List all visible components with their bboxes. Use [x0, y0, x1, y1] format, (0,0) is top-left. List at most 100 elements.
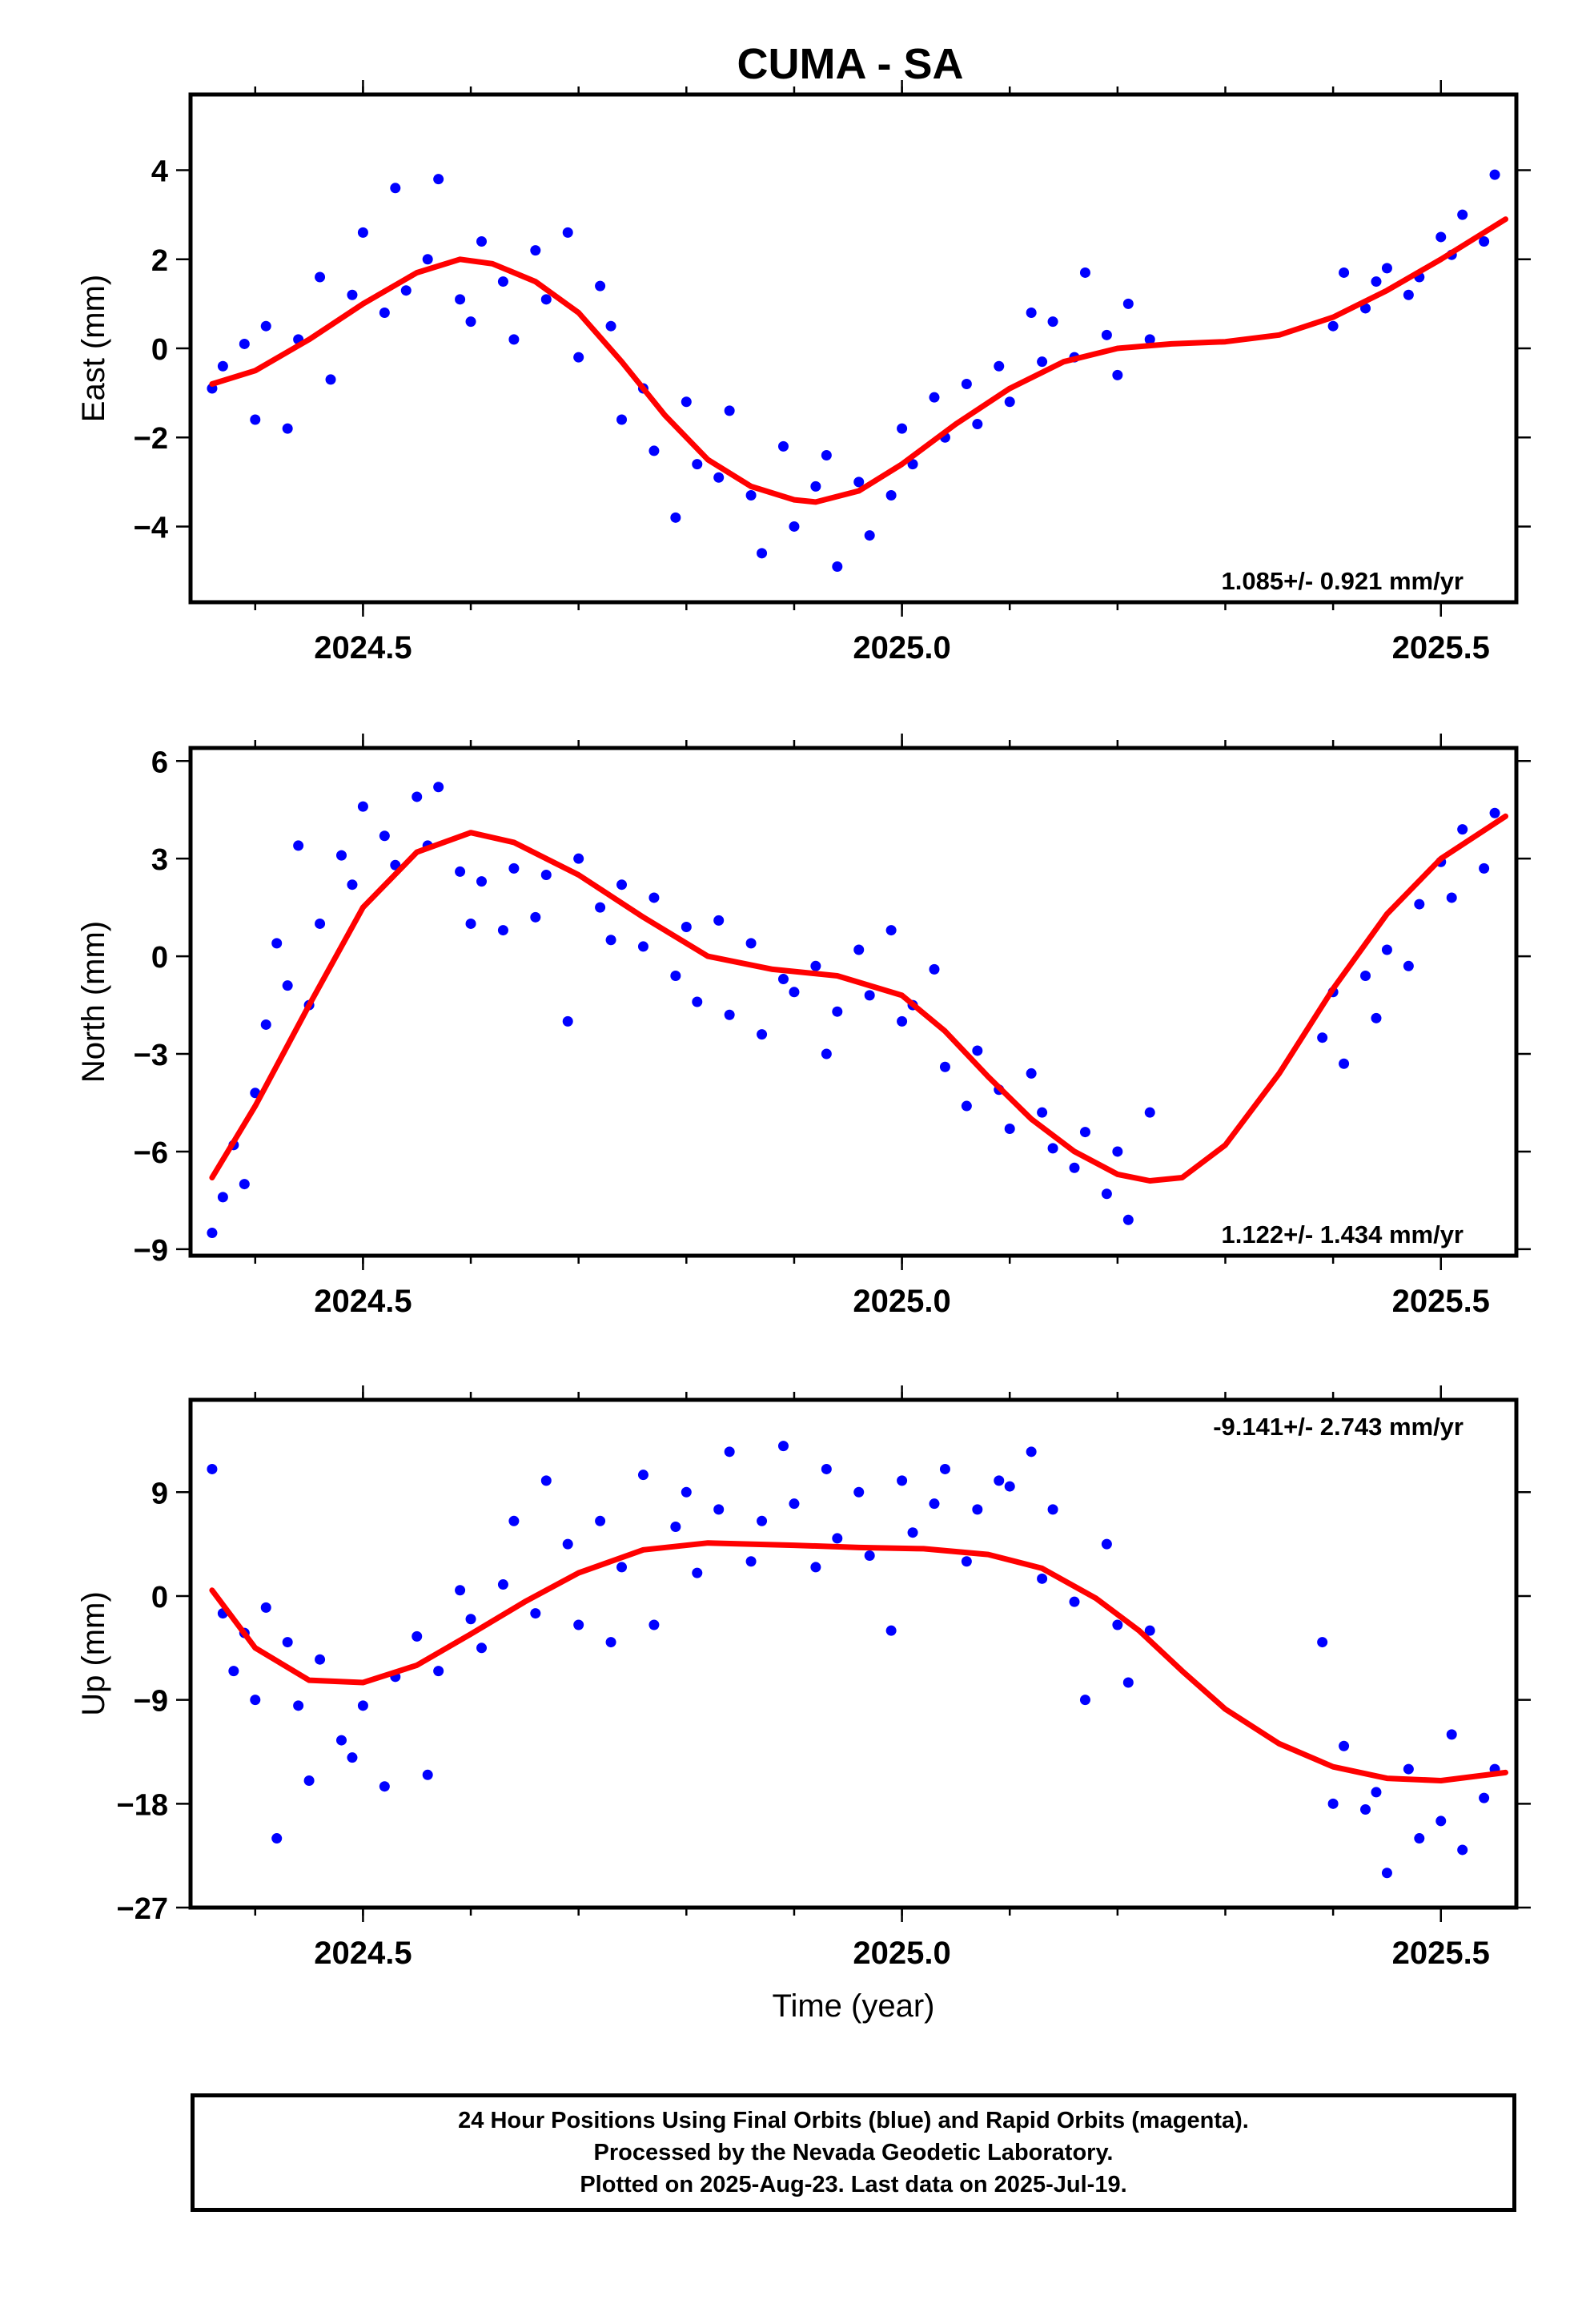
x-tick-label: 2025.0 — [853, 1936, 950, 1971]
data-point — [595, 280, 606, 292]
data-point — [1317, 1032, 1328, 1043]
data-point — [325, 374, 336, 385]
y-tick-label: 2 — [151, 244, 168, 278]
data-point — [724, 1009, 735, 1020]
data-point — [1414, 1833, 1425, 1844]
data-point — [1339, 1058, 1350, 1069]
caption-line-3: Plotted on 2025-Aug-23. Last data on 202… — [580, 2172, 1127, 2197]
data-point — [508, 862, 520, 874]
data-point — [1101, 329, 1112, 340]
data-point — [1144, 1107, 1155, 1118]
data-point — [1122, 1677, 1134, 1688]
data-point — [897, 1015, 908, 1027]
chart-title: CUMA - SA — [737, 40, 964, 88]
data-point — [1112, 369, 1123, 380]
data-point — [260, 1602, 271, 1613]
data-point — [885, 925, 897, 936]
data-point — [1069, 1162, 1080, 1173]
data-point — [605, 320, 616, 332]
data-point — [1446, 892, 1457, 903]
x-tick-label: 2025.5 — [1392, 1284, 1490, 1319]
plot-area — [207, 782, 1508, 1239]
velocity-annotation: 1.122+/- 1.434 mm/yr — [1222, 1220, 1464, 1248]
data-point — [994, 360, 1005, 372]
data-point — [1037, 356, 1048, 368]
data-point — [1144, 334, 1155, 345]
data-point — [335, 1735, 347, 1746]
data-point — [810, 960, 821, 971]
data-point — [217, 1192, 228, 1203]
data-point — [422, 254, 433, 265]
data-point — [810, 1562, 821, 1573]
data-point — [864, 990, 875, 1001]
data-point — [347, 289, 358, 300]
y-tick-label: 9 — [151, 1477, 168, 1510]
y-tick-label: −9 — [134, 1685, 168, 1719]
data-point — [357, 227, 368, 238]
data-point — [573, 352, 584, 363]
data-point — [282, 423, 293, 434]
panel-3: 2024.5 2025.0 2025.5 9 0 −9 −18 −27 Up (mm) Time … — [76, 1385, 1531, 2024]
data-point — [260, 1019, 271, 1030]
data-point — [1101, 1188, 1112, 1200]
data-point — [250, 1695, 261, 1706]
data-point — [1489, 807, 1500, 818]
data-point — [573, 1619, 584, 1630]
y-tick-label: −3 — [134, 1039, 168, 1072]
data-point — [1047, 316, 1058, 328]
data-point — [562, 1015, 573, 1027]
data-point — [832, 1006, 843, 1017]
data-point — [789, 987, 800, 998]
data-point — [250, 414, 261, 425]
data-point — [497, 276, 508, 287]
data-point — [1327, 1798, 1339, 1809]
data-point — [1479, 862, 1490, 874]
data-point — [1371, 1012, 1382, 1023]
data-point — [412, 1630, 423, 1642]
data-point — [853, 944, 865, 955]
data-point — [1004, 1481, 1015, 1492]
data-point — [1381, 1868, 1392, 1879]
data-point — [315, 1654, 326, 1665]
data-point — [271, 938, 283, 949]
data-point — [885, 1625, 897, 1636]
data-point — [562, 227, 573, 238]
data-point — [293, 840, 304, 851]
data-point — [692, 996, 703, 1007]
data-point — [972, 1504, 983, 1515]
data-point — [228, 1666, 239, 1677]
data-point — [757, 548, 768, 559]
data-point — [1414, 899, 1425, 910]
data-point — [777, 440, 789, 452]
data-point — [745, 938, 757, 949]
data-point — [1317, 1637, 1328, 1648]
data-point — [1403, 289, 1414, 300]
y-tick-label: 4 — [151, 155, 168, 189]
data-point — [637, 941, 648, 952]
data-point — [1435, 231, 1447, 243]
data-point — [1037, 1107, 1048, 1118]
data-point — [1144, 1625, 1155, 1636]
plot-frame — [188, 1397, 1519, 1910]
y-tick-label: −4 — [134, 511, 168, 545]
data-point — [508, 334, 520, 345]
data-point — [670, 970, 681, 981]
data-point — [1026, 308, 1037, 319]
data-point — [1112, 1146, 1123, 1157]
data-point — [1403, 1763, 1414, 1775]
data-point — [1112, 1619, 1123, 1630]
data-point — [573, 853, 584, 864]
data-point — [1479, 236, 1490, 247]
x-tick-label: 2025.5 — [1392, 630, 1490, 665]
data-point — [1457, 824, 1468, 835]
y-tick-label: −6 — [134, 1136, 168, 1170]
data-point — [885, 490, 897, 501]
data-point — [972, 1045, 983, 1056]
data-point — [789, 521, 800, 532]
x-axis-label: Time (year) — [773, 1988, 935, 2024]
data-point — [540, 870, 552, 880]
data-point — [540, 294, 552, 305]
data-point — [1004, 1124, 1015, 1134]
y-tick-label: −2 — [134, 422, 168, 456]
data-point — [347, 879, 358, 891]
